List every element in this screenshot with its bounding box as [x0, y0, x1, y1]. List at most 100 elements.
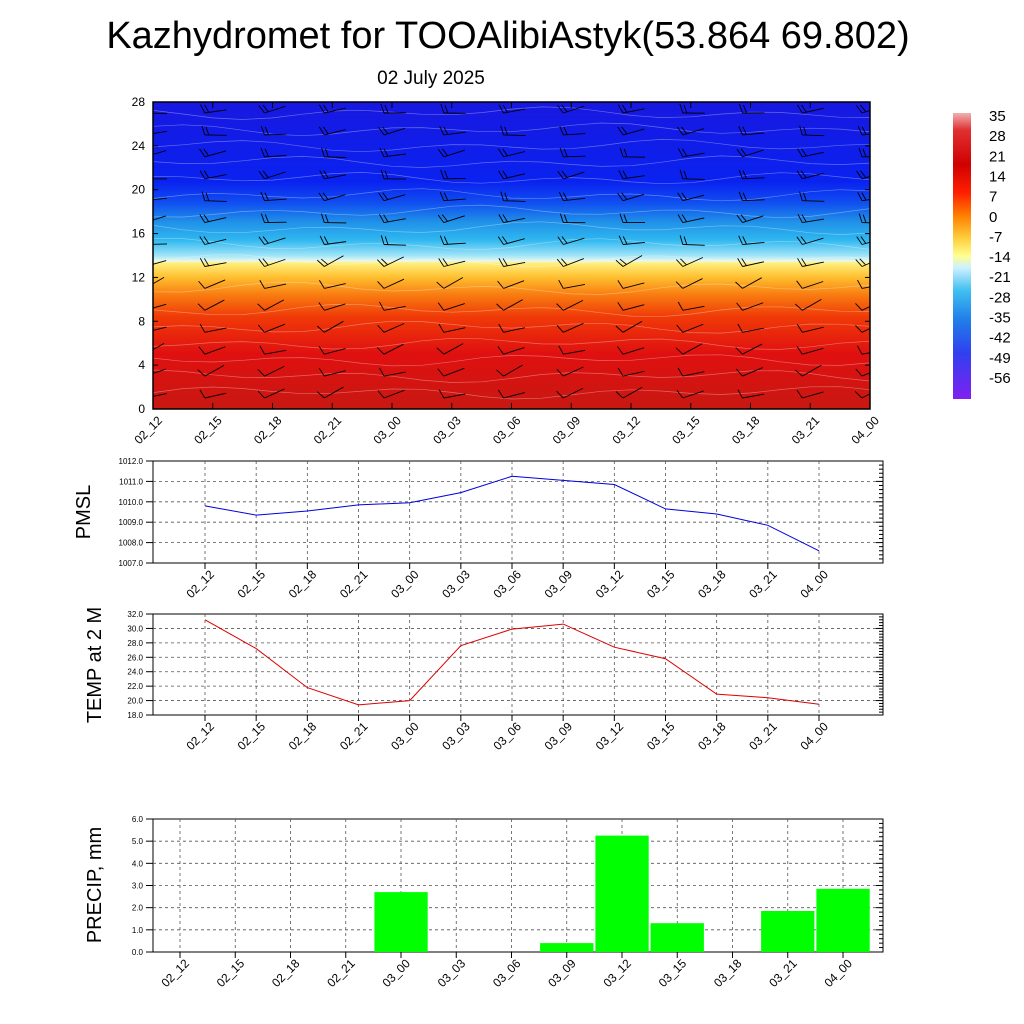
- cross-section-x-tick-label: 02_18: [251, 413, 285, 447]
- wind-barb: [379, 301, 406, 311]
- wind-barb-flag: [141, 126, 145, 135]
- wind-barb-flag: [496, 369, 504, 377]
- cross-section-y-tick-label: 0: [138, 402, 145, 416]
- wind-barb-flag: [199, 148, 206, 158]
- wind-barb-flag: [380, 235, 385, 245]
- wind-barb-flag: [203, 214, 210, 222]
- wind-barb: [380, 169, 407, 180]
- wind-barb: [496, 299, 523, 311]
- wind-barb: [199, 170, 227, 180]
- wind-barb-flag: [438, 323, 445, 333]
- cross-section-y-tick-label: 28: [132, 95, 146, 109]
- wind-barb-flag: [619, 147, 624, 157]
- precip-bars: [374, 835, 870, 952]
- colorbar-label: -56: [989, 370, 1011, 387]
- wind-barb: [258, 236, 286, 245]
- wind-barb-flag: [198, 280, 206, 289]
- pmsl-x-tick-label: 03_21: [746, 567, 780, 601]
- wind-barb-flag: [203, 170, 210, 179]
- wind-barb: [797, 104, 824, 114]
- wind-barb-flag: [145, 192, 149, 200]
- wind-barb-flag: [615, 391, 624, 399]
- wind-barb-flag: [796, 389, 803, 399]
- wind-barb-flag: [262, 104, 269, 113]
- precip-y-axis: 0.0 1.0 2.0 3.0 4.0 5.0 6.0: [132, 815, 883, 957]
- wind-barb: [258, 323, 286, 333]
- wind-barb-flag: [260, 213, 265, 223]
- wind-barb-shaft: [742, 343, 763, 355]
- wind-barb-flag: [146, 171, 149, 179]
- wind-barb: [677, 192, 705, 202]
- wind-barb-flag: [617, 192, 624, 201]
- wind-barb-shaft: [563, 323, 584, 333]
- wind-barb-flag: [316, 325, 325, 333]
- wind-barb-flag: [382, 126, 389, 134]
- wind-barb-flag: [318, 192, 325, 201]
- wind-barb-shaft: [563, 283, 586, 289]
- wind-barb-flag: [437, 214, 445, 223]
- wind-barb-flag: [738, 103, 743, 114]
- temp-x-tick-label: 02_12: [183, 719, 217, 753]
- wind-barb-flag: [321, 147, 325, 157]
- wind-barb: [679, 103, 705, 114]
- temp-x-tick-label: 03_09: [542, 719, 576, 753]
- wind-barb: [145, 192, 167, 202]
- pmsl-y-tick-label: 1012.0: [119, 457, 144, 466]
- wind-barb: [735, 367, 763, 377]
- wind-barb: [318, 126, 346, 136]
- wind-barb-shaft: [861, 300, 870, 311]
- wind-barb: [797, 258, 824, 267]
- wind-barb-shaft: [622, 304, 645, 311]
- wind-barb: [498, 389, 525, 399]
- wind-barb-flag: [384, 104, 389, 114]
- wind-barb: [498, 214, 526, 224]
- wind-barb-flag: [319, 235, 325, 245]
- wind-barb-flag: [438, 389, 445, 399]
- contour-line: [153, 204, 870, 219]
- cross-section-x-tick-label: 03_06: [490, 413, 524, 447]
- wind-barb-flag: [498, 104, 504, 114]
- wind-barb: [318, 104, 346, 114]
- wind-barb: [737, 389, 765, 399]
- wind-barb-flag: [856, 170, 863, 180]
- wind-barb-flag: [384, 236, 389, 245]
- pmsl-ylabel: PMSL: [73, 485, 95, 539]
- wind-barb-flag: [736, 302, 743, 311]
- cross-section-field: [153, 102, 870, 409]
- wind-barb: [376, 343, 404, 355]
- wind-barb-shaft: [742, 277, 762, 289]
- wind-barb: [556, 299, 584, 311]
- wind-barb-flag: [144, 258, 149, 267]
- wind-barb-flag: [742, 236, 747, 245]
- wind-barb: [855, 257, 870, 267]
- wind-barb-flag: [264, 214, 269, 223]
- precip-y-tick-label: 3.0: [132, 882, 144, 891]
- wind-barb-flag: [140, 302, 145, 311]
- wind-barb-flag: [558, 345, 564, 355]
- wind-barb: [556, 323, 584, 333]
- wind-barb-flag: [442, 148, 448, 156]
- cross-section-y-tick-label: 16: [132, 227, 146, 241]
- wind-barb-shaft: [204, 346, 226, 355]
- wind-barb: [617, 367, 645, 377]
- wind-barb-flag: [740, 214, 747, 222]
- wind-barb: [799, 125, 825, 137]
- wind-barb-flag: [617, 104, 624, 114]
- wind-barb-flag: [803, 192, 807, 201]
- wind-barb: [316, 255, 344, 267]
- temp-y-tick-label: 22.0: [127, 682, 143, 691]
- wind-barb-flag: [322, 126, 329, 135]
- precip-y-tick-label: 1.0: [132, 926, 144, 935]
- wind-barb: [796, 324, 824, 333]
- wind-barb-shaft: [802, 347, 824, 355]
- contour-line: [153, 354, 870, 367]
- wind-barb-flag: [857, 126, 863, 136]
- wind-barb-shaft: [503, 327, 526, 333]
- wind-barb-shaft: [563, 299, 584, 311]
- wind-barb-flag: [556, 258, 564, 267]
- wind-barb: [556, 366, 584, 377]
- precip-bar: [540, 943, 594, 952]
- wind-barb-flag: [258, 105, 265, 114]
- wind-barb-shaft: [503, 364, 523, 377]
- wind-barb: [675, 278, 703, 289]
